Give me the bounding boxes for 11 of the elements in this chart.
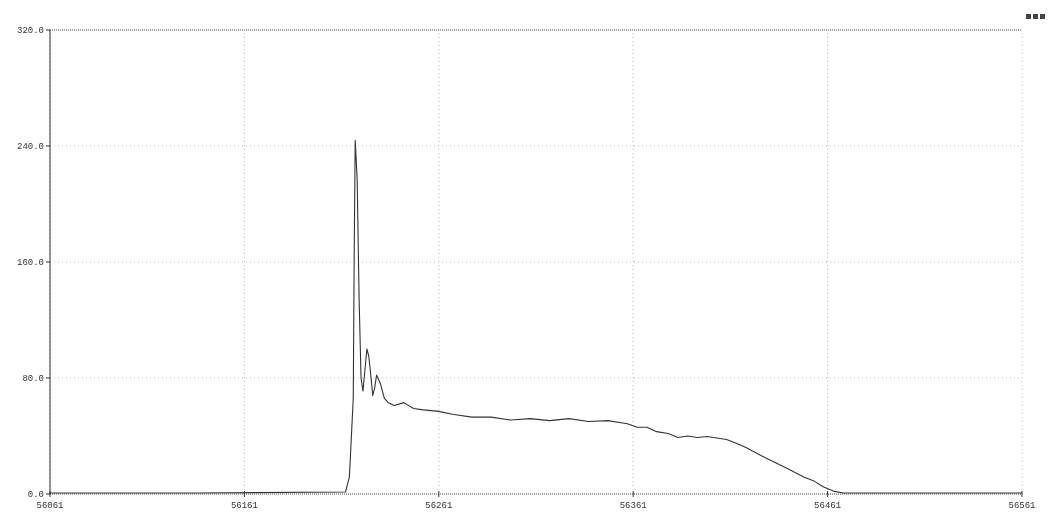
x-tick-label: 56361 <box>619 501 647 511</box>
x-tick-label: 56561 <box>1008 501 1036 511</box>
x-tick-label: 56261 <box>425 501 453 511</box>
x-tick-label: 56461 <box>814 501 842 511</box>
x-tick-label: 56161 <box>230 501 258 511</box>
y-tick-label: 80.0 <box>22 374 44 384</box>
y-tick-label: 320.0 <box>16 26 44 36</box>
y-tick-label: 240.0 <box>16 142 44 152</box>
x-tick-label: 56061 <box>36 501 64 511</box>
y-tick-label: 160.0 <box>16 258 44 268</box>
y-tick-label: 0.0 <box>27 490 44 500</box>
